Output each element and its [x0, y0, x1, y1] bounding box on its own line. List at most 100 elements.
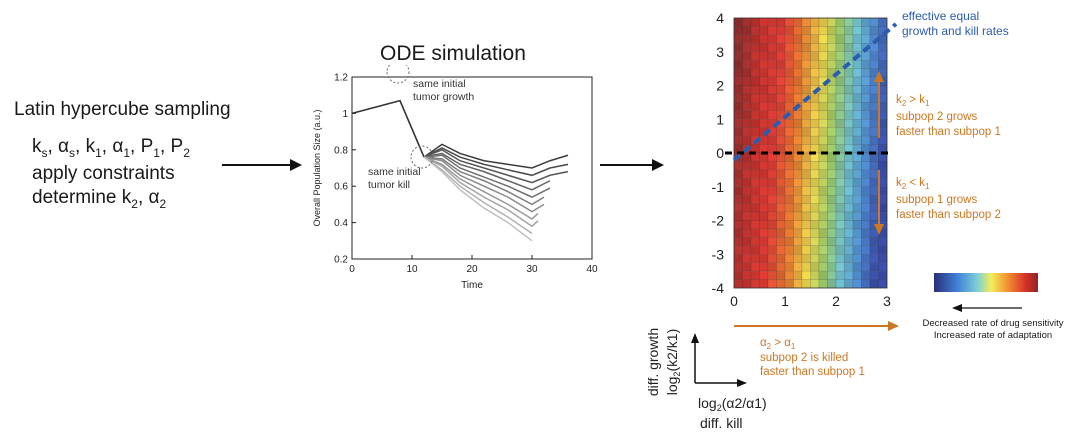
heatmap-cell — [750, 43, 760, 52]
heatmap-cell — [835, 85, 845, 95]
heatmap-cell — [869, 178, 879, 187]
heatmap-cell — [742, 85, 752, 95]
heatmap-cell — [767, 279, 777, 289]
heatmap-cell — [835, 51, 845, 61]
heatmap-cell — [759, 59, 769, 69]
heatmap-cell — [793, 68, 803, 78]
heatmap-cell — [852, 76, 862, 86]
heatmap-cell — [861, 17, 871, 27]
heatmap-cell — [776, 178, 786, 187]
heatmap-cell — [784, 93, 794, 103]
heatmap-cell — [869, 237, 879, 247]
heatmap-cell — [759, 110, 769, 120]
heatmap-cell — [733, 17, 743, 27]
heatmap-cell — [793, 135, 803, 145]
annot-kill-line1: same initial — [368, 166, 421, 178]
heatmap-cell — [827, 203, 837, 213]
heatmap-cell — [827, 228, 837, 238]
heatmap-cell — [759, 43, 769, 52]
heatmap-cell — [810, 262, 820, 272]
heatmap-cell — [742, 254, 752, 263]
heatmap-cell — [852, 220, 862, 230]
heatmap-cell — [750, 270, 760, 280]
heatmap-cell — [767, 17, 777, 27]
heatmap-cell — [801, 211, 811, 221]
heatmap-cell — [776, 254, 786, 263]
heatmap-cell — [742, 17, 752, 27]
heatmap-cell — [852, 68, 862, 78]
heatmap-cell — [810, 245, 820, 255]
heatmap-cell — [784, 270, 794, 280]
heatmap-cell — [759, 169, 769, 179]
heatmap-cell — [793, 194, 803, 204]
upper-arrow-head — [874, 71, 884, 82]
heatmap-cell — [844, 102, 854, 112]
heatmap-cell — [759, 178, 769, 187]
heatmap-cell — [767, 93, 777, 103]
heatmap-cell — [784, 245, 794, 255]
ode-xtick-label: 40 — [586, 264, 598, 275]
heatmap-cell — [784, 279, 794, 289]
heatmap-cell — [793, 254, 803, 263]
heatmap-cell — [844, 135, 854, 145]
heatmap-cell — [759, 270, 769, 280]
heatmap-cell — [801, 110, 811, 120]
heatmap-cell — [878, 270, 888, 280]
heatmap-cell — [827, 211, 837, 221]
ode-series-line — [423, 156, 533, 242]
heatmap-cell — [844, 110, 854, 120]
heatmap-cell — [733, 68, 743, 78]
heatmap-cell — [784, 161, 794, 171]
colorbar-note: Decreased rate of drug sensitivity Incre… — [922, 318, 1064, 341]
heatmap-cell — [793, 186, 803, 196]
heatmap-cell — [878, 17, 888, 27]
heatmap-cell — [759, 220, 769, 230]
heatmap-cell — [776, 194, 786, 204]
heatmap-cell — [759, 34, 769, 44]
heatmap-cell — [869, 102, 879, 112]
heatmap-cell — [784, 76, 794, 86]
heatmap-cell — [835, 254, 845, 263]
heatmap-cell — [835, 135, 845, 145]
heatmap-cell — [759, 85, 769, 95]
axis-ind-vertical-head — [691, 333, 699, 343]
heatmap-cell — [852, 262, 862, 272]
colorbar — [934, 273, 1038, 292]
heatmap-cell — [776, 102, 786, 112]
heatmap-cell — [818, 43, 828, 52]
heatmap-cell — [759, 51, 769, 61]
heatmap-ytick-label: -4 — [712, 280, 725, 296]
heatmap-cell — [733, 110, 743, 120]
colorbar-arrow-head — [952, 304, 962, 312]
heatmap-cell — [742, 262, 752, 272]
heatmap-cell — [827, 93, 837, 103]
heatmap-cell — [801, 203, 811, 213]
heatmap-cell — [835, 220, 845, 230]
heatmap-cell — [852, 237, 862, 247]
ode-xtick-label: 10 — [406, 264, 418, 275]
heatmap-cell — [784, 211, 794, 221]
heatmap-cell — [784, 102, 794, 112]
heatmap-cell — [801, 237, 811, 247]
heatmap-cell — [750, 237, 760, 247]
heatmap-cell — [844, 51, 854, 61]
heatmap-cell — [750, 59, 760, 69]
heatmap-cell — [776, 220, 786, 230]
ode-ylabel: Overall Population Size (a.u.) — [312, 109, 322, 226]
heatmap-cell — [733, 262, 743, 272]
heatmap-cell — [759, 135, 769, 145]
heatmap-cell — [776, 59, 786, 69]
lower-arrow-head — [874, 224, 884, 235]
heatmap-cell — [733, 76, 743, 86]
ode-xtick-label: 0 — [349, 264, 355, 275]
heatmap-cell — [818, 102, 828, 112]
heatmap-cell — [861, 228, 871, 238]
heatmap-cell — [861, 262, 871, 272]
heatmap-cell — [827, 245, 837, 255]
heatmap-cell — [733, 194, 743, 204]
constraints-text: apply constraints — [32, 163, 175, 184]
heatmap-cell — [767, 76, 777, 86]
heatmap-cell — [818, 186, 828, 196]
heatmap-cell — [844, 169, 854, 179]
heatmap-ytick-label: -3 — [712, 246, 725, 262]
